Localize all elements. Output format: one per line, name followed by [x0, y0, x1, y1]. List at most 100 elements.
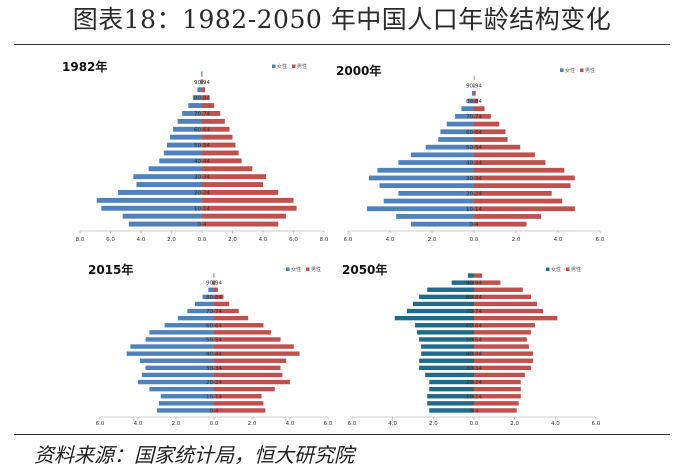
bar-male [474, 330, 531, 335]
x-tick-label: 2.0 [512, 237, 521, 243]
legend-label-male: 男性 [311, 266, 321, 273]
bar-male [202, 126, 230, 132]
age-group-label: 40-44 [466, 161, 482, 167]
bar-female [467, 98, 474, 104]
bar-female [200, 79, 202, 85]
x-tick-label: 6.0 [324, 421, 333, 427]
bar-male [474, 308, 544, 314]
bar-male [214, 315, 249, 321]
x-tick-label: 2.0 [429, 421, 438, 427]
age-group-label: 60-64 [194, 127, 210, 133]
age-group-label: 10-14 [466, 394, 482, 400]
x-tick-label: 6.0 [344, 237, 353, 243]
bar-male [474, 287, 523, 292]
bar-female [145, 337, 214, 342]
legend-label-female: 女性 [277, 63, 287, 70]
age-group-label: 60-64 [206, 323, 222, 329]
x-tick-label: 2.0 [167, 237, 176, 243]
age-group-label: 20-24 [194, 190, 210, 196]
pyramid-chart-2050: 2050年 女性 男性 0-4 10-14 20-24 30-34 40-44 50-54 60-… [342, 262, 601, 427]
x-tick-label: 0.0 [210, 421, 219, 427]
bar-female [451, 280, 474, 285]
bar-male [474, 337, 527, 342]
age-group-label: 30-34 [206, 366, 222, 372]
bar-male [474, 160, 546, 165]
age-group-label: 10-14 [194, 206, 210, 212]
bar-female [177, 315, 214, 321]
bar-male [202, 205, 297, 211]
bar-male [202, 142, 236, 148]
bar-female [377, 167, 474, 173]
bar-male [214, 365, 281, 371]
bar-male [474, 323, 535, 328]
bar-female [467, 273, 474, 278]
bar-male [214, 344, 294, 349]
bar-male [202, 118, 225, 124]
bar-male [214, 386, 275, 392]
bar-female [195, 301, 214, 307]
x-tick-label: 6.0 [348, 421, 357, 427]
age-group-label: 50-54 [466, 145, 482, 151]
bar-male [202, 174, 267, 180]
bar-female [429, 379, 474, 385]
bar-male [474, 372, 525, 378]
source-divider [14, 434, 670, 435]
bar-male [474, 175, 575, 181]
bar-male [202, 197, 294, 203]
legend-swatch-female [546, 267, 550, 271]
bar-female [164, 323, 214, 328]
legend-label-female: 女性 [291, 266, 301, 273]
bar-male [474, 365, 531, 371]
legend-label-female: 女性 [551, 266, 561, 273]
x-tick-label: 2.0 [510, 421, 519, 427]
bar-female [130, 344, 214, 349]
bar-male [214, 394, 262, 399]
x-tick-label: 0.0 [198, 237, 207, 243]
bar-female [213, 273, 214, 278]
bar-female [197, 87, 202, 93]
legend-swatch-male [292, 64, 296, 68]
bar-female [148, 166, 202, 172]
age-group-label: 90-94 [206, 281, 222, 287]
bar-male [474, 344, 529, 349]
legend-label-male: 男性 [585, 67, 595, 74]
x-tick-label: 4.0 [286, 421, 295, 427]
bar-male [214, 358, 287, 363]
bar-female [96, 197, 202, 203]
bar-male [474, 137, 508, 142]
bar-female [118, 190, 202, 195]
legend-swatch-female [286, 267, 290, 271]
bar-male [474, 113, 491, 119]
bar-male [474, 315, 558, 321]
age-group-label: 20-24 [206, 380, 222, 386]
bar-male [474, 98, 479, 104]
bar-male [474, 121, 500, 127]
bar-male [202, 111, 221, 116]
legend-swatch-female [272, 64, 276, 68]
age-group-label: 90-94 [194, 80, 210, 86]
bar-female [212, 280, 214, 285]
bar-male [474, 394, 521, 399]
source-note: 资料来源：国家统计局，恒大研究院 [34, 443, 354, 467]
pyramid-chart-2015: 2015年 女性 男性 0-4 10-14 20-24 30-34 40-44 50-54 60-… [88, 262, 333, 427]
age-group-label: 40-44 [206, 352, 222, 358]
bar-male [214, 287, 218, 292]
bar-female [419, 365, 474, 371]
bar-female [202, 294, 214, 300]
legend-label-male: 男性 [297, 63, 307, 70]
x-tick-label: 4.0 [134, 421, 143, 427]
bar-female [427, 394, 474, 399]
age-group-label: 50-54 [194, 143, 210, 149]
bar-female [440, 129, 474, 135]
bar-female [419, 358, 474, 363]
bar-female [421, 351, 474, 356]
legend-label-male: 男性 [571, 266, 581, 273]
age-group-label: 0-4 [470, 408, 479, 414]
x-tick-label: 6.0 [96, 421, 105, 427]
bar-male [202, 95, 210, 101]
bar-female [417, 330, 474, 335]
age-group-label: 0-4 [470, 222, 479, 228]
bar-male [202, 158, 242, 164]
bar-male [214, 280, 216, 285]
age-group-label: 70-74 [206, 309, 222, 315]
